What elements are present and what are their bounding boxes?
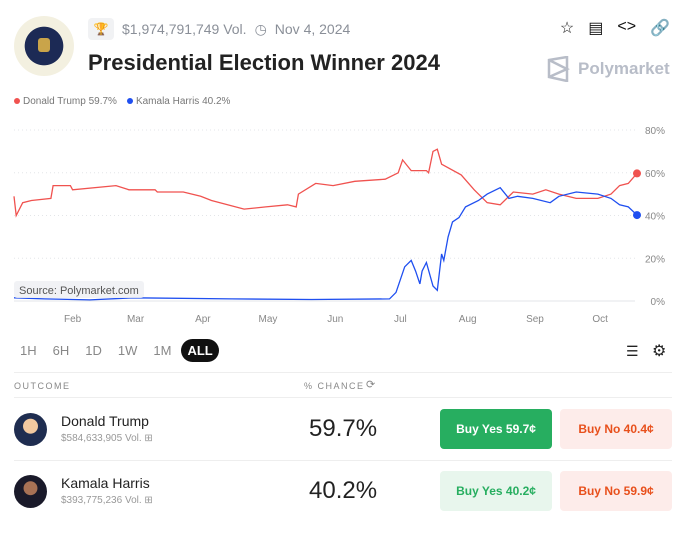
- outcome-name: Donald Trump: [61, 413, 149, 429]
- buy-yes-button[interactable]: Buy Yes 40.2¢: [440, 471, 552, 511]
- timeframe-6h[interactable]: 6H: [52, 343, 70, 358]
- price-chart[interactable]: 0% 20% 40% 60% 80% Feb Mar Apr May Jun Jul Aug Sep Oc…: [0, 120, 696, 330]
- series-line-kamala-harris: [13, 186, 638, 301]
- x-tick-label: Jul: [394, 314, 407, 325]
- x-tick-label: Apr: [195, 314, 211, 325]
- brand-name: Polymarket: [578, 59, 670, 78]
- timeframe-1h[interactable]: 1H: [20, 343, 37, 358]
- source-label: Source: Polymarket.com: [19, 285, 139, 297]
- timeframe-selector: 1H 6H 1D 1W 1M ALL: [14, 339, 219, 362]
- gift-icon[interactable]: ⊞: [144, 433, 153, 444]
- table-header: OUTCOME % CHANCE ⟳: [14, 372, 672, 398]
- x-tick-label: May: [259, 314, 278, 325]
- outcome-column-header: OUTCOME: [14, 381, 71, 391]
- outcome-name: Kamala Harris: [61, 475, 150, 491]
- timeframe-1w[interactable]: 1W: [117, 343, 138, 358]
- x-tick-label: Aug: [459, 314, 477, 325]
- outcome-volume: $393,775,236 Vol. ⊞: [61, 495, 153, 506]
- page-title: Presidential Election Winner 2024: [88, 50, 440, 75]
- buy-no-button[interactable]: Buy No 59.9¢: [560, 471, 672, 511]
- y-tick-label: 80%: [645, 126, 665, 137]
- polymarket-logo: Polymarket: [546, 56, 670, 82]
- settings-gear-icon[interactable]: ⚙: [652, 343, 667, 360]
- timeframe-1d[interactable]: 1D: [85, 343, 102, 358]
- presidential-seal-logo: [14, 16, 74, 76]
- timeframe-all[interactable]: ALL: [181, 339, 219, 362]
- star-icon[interactable]: ☆: [559, 20, 575, 37]
- legend-label: Donald Trump 59.7%: [23, 96, 117, 107]
- y-tick-label: 40%: [645, 212, 665, 223]
- clock-icon: ◷: [254, 20, 267, 37]
- chart-legend: Donald Trump 59.7% Kamala Harris 40.2%: [14, 96, 230, 107]
- y-tick-label: 60%: [645, 169, 665, 180]
- total-volume: $1,974,791,749 Vol.: [122, 21, 247, 37]
- x-tick-label: Sep: [526, 314, 544, 325]
- link-icon[interactable]: 🔗: [650, 20, 670, 37]
- outcome-row-trump: Donald Trump $584,633,905 Vol. ⊞ 59.7% B…: [14, 399, 672, 461]
- x-tick-label: Oct: [592, 314, 608, 325]
- legend-label: Kamala Harris 40.2%: [135, 96, 231, 107]
- outcome-chance: 40.2%: [309, 477, 378, 504]
- x-tick-label: Mar: [127, 314, 145, 325]
- series-line-donald-trump: [13, 148, 638, 218]
- chance-column-header: % CHANCE: [304, 381, 365, 391]
- buy-yes-button[interactable]: Buy Yes 59.7¢: [440, 409, 552, 449]
- trophy-icon[interactable]: 🏆: [88, 18, 114, 40]
- legend-trump: Donald Trump 59.7%: [14, 96, 117, 107]
- series-end-marker: [633, 211, 641, 220]
- buy-no-button[interactable]: Buy No 40.4¢: [560, 409, 672, 449]
- outcome-row-harris: Kamala Harris $393,775,236 Vol. ⊞ 40.2% …: [14, 461, 672, 523]
- y-tick-label: 20%: [645, 254, 665, 265]
- refresh-icon[interactable]: ⟳: [366, 379, 376, 391]
- timeframe-1m[interactable]: 1M: [153, 343, 172, 358]
- chart-filter-icon[interactable]: ☰: [626, 343, 639, 359]
- x-tick-label: Jun: [327, 314, 343, 325]
- legend-harris: Kamala Harris 40.2%: [126, 96, 231, 107]
- x-tick-label: Feb: [64, 314, 82, 325]
- market-meta: 🏆 $1,974,791,749 Vol. ◷ Nov 4, 2024: [88, 18, 350, 40]
- embed-code-icon[interactable]: <>: [617, 18, 637, 35]
- source-badge: [14, 281, 144, 298]
- gift-icon[interactable]: ⊞: [144, 495, 153, 506]
- outcome-volume: $584,633,905 Vol. ⊞: [61, 433, 153, 444]
- avatar: [14, 475, 47, 508]
- y-tick-label: 0%: [651, 297, 666, 308]
- outcome-chance: 59.7%: [309, 415, 378, 442]
- end-date: Nov 4, 2024: [274, 21, 351, 37]
- polymarket-icon: [547, 56, 570, 82]
- avatar: [14, 413, 47, 446]
- series-end-marker: [633, 169, 641, 178]
- document-icon[interactable]: ▤: [588, 20, 604, 37]
